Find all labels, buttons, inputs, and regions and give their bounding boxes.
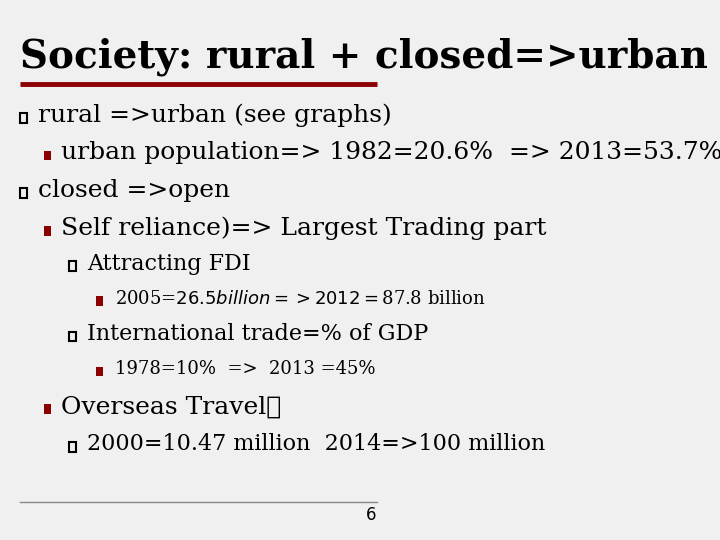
- FancyBboxPatch shape: [96, 296, 104, 306]
- Text: Overseas Travel：: Overseas Travel：: [61, 395, 282, 418]
- Text: 1978=10%  =>  2013 =45%: 1978=10% => 2013 =45%: [115, 360, 375, 378]
- Text: urban population=> 1982=20.6%  => 2013=53.7%: urban population=> 1982=20.6% => 2013=53…: [61, 141, 720, 164]
- Text: 2000=10.47 million  2014=>100 million: 2000=10.47 million 2014=>100 million: [87, 434, 546, 455]
- Text: International trade=% of GDP: International trade=% of GDP: [87, 323, 428, 345]
- FancyBboxPatch shape: [44, 404, 50, 414]
- Text: Attracting FDI: Attracting FDI: [87, 253, 251, 274]
- Text: closed =>open: closed =>open: [37, 179, 230, 202]
- FancyBboxPatch shape: [44, 226, 50, 236]
- Text: rural =>urban (see graphs): rural =>urban (see graphs): [37, 103, 392, 127]
- FancyBboxPatch shape: [96, 367, 104, 376]
- FancyBboxPatch shape: [44, 151, 50, 160]
- Text: 6: 6: [366, 506, 377, 524]
- Text: 2005=$ 26.5 billion => 2012 =$87.8 billion: 2005=$ 26.5 billion => 2012 =$87.8 billi…: [115, 289, 486, 308]
- Text: Self reliance)=> Largest Trading part: Self reliance)=> Largest Trading part: [61, 217, 547, 240]
- Text: Society: rural + closed=>urban + open: Society: rural + closed=>urban + open: [20, 38, 720, 76]
